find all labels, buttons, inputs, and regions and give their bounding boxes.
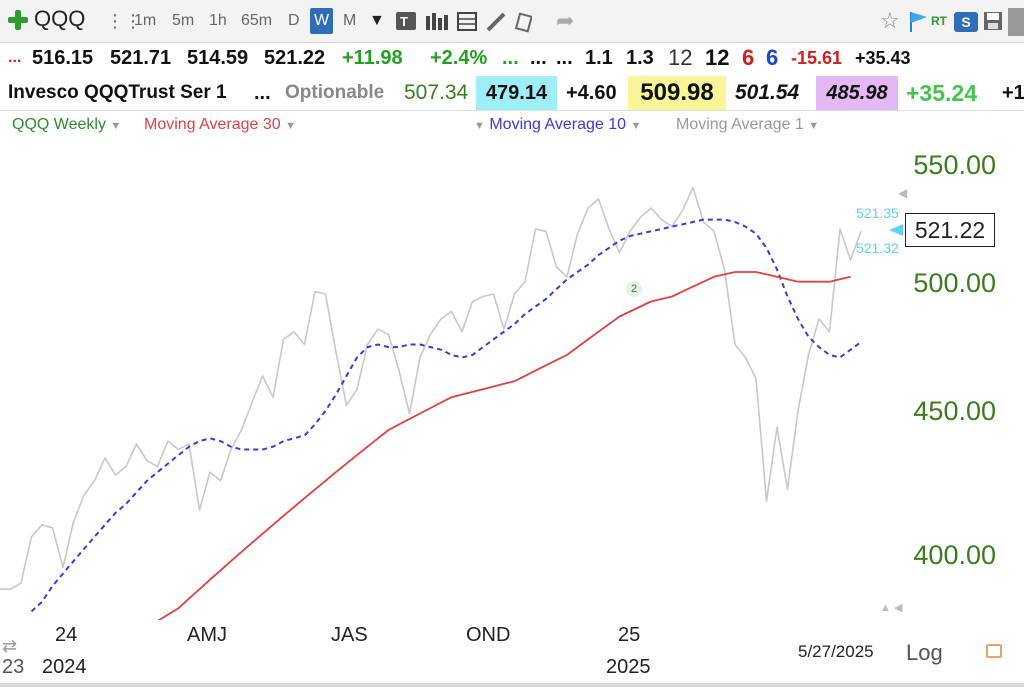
lock-icon[interactable]: [986, 644, 1002, 658]
price-pointer-icon: [889, 224, 903, 236]
x-label-25: 25: [618, 624, 641, 646]
interval-d[interactable]: D: [288, 12, 300, 29]
text-tool-icon: [396, 12, 416, 30]
stat-v8: +35.43: [855, 48, 911, 68]
info-ellipsis: ...: [254, 82, 271, 104]
scroll-arrows-icon[interactable]: ⇄: [2, 636, 18, 656]
svg-text:T: T: [400, 14, 408, 29]
info-f2: 479.14: [476, 76, 557, 110]
high-value: 521.71: [110, 47, 172, 69]
legend-ma30[interactable]: Moving Average 30 ▼: [144, 116, 297, 133]
ellipsis-1: ...: [502, 47, 519, 69]
series-line-ma10: [30, 218, 862, 613]
info-f6: 485.98: [816, 76, 898, 110]
interval-65m[interactable]: 65m: [241, 12, 273, 29]
legend-weekly[interactable]: QQQ Weekly ▼: [12, 116, 122, 133]
rt-badge[interactable]: RT: [931, 14, 947, 28]
legend-ma1[interactable]: Moving Average 1 ▼: [676, 116, 820, 133]
legend-ma10[interactable]: ▼ Moving Average 10 ▼: [474, 116, 642, 133]
info-f1: 507.34: [404, 81, 469, 104]
security-name: Invesco QQQTrust Ser 1: [8, 82, 227, 103]
stat-v4: 12: [705, 45, 730, 70]
info-f5: 501.54: [735, 81, 800, 104]
low-value: 514.59: [187, 47, 249, 69]
stat-v5: 6: [742, 45, 755, 70]
info-row: Invesco QQQTrust Ser 1 ... Optionable 50…: [0, 76, 1024, 111]
log-toggle[interactable]: Log: [906, 640, 943, 665]
series-line-price: [0, 186, 862, 591]
price-chart[interactable]: [0, 140, 905, 620]
interval-m[interactable]: M: [343, 12, 357, 29]
table-icon: [457, 12, 477, 31]
stat-v7: -15.61: [791, 48, 843, 68]
price-label-1: 521.35: [856, 205, 899, 221]
interval-1h[interactable]: 1h: [209, 12, 227, 29]
x-label-24: 24: [55, 624, 78, 646]
bars-icon: [426, 16, 430, 30]
quote-row: ... 516.15 521.71 514.59 521.22 +11.98 +…: [0, 42, 1024, 74]
y-tick-500: 500.00: [913, 268, 996, 298]
x-label-amj: AMJ: [187, 624, 227, 646]
change-value: +11.98: [342, 47, 403, 69]
save-icon[interactable]: [982, 10, 1004, 32]
close-value: 521.22: [264, 47, 326, 69]
x-label-jas: JAS: [331, 624, 368, 646]
interval-w[interactable]: W: [310, 8, 334, 34]
x-label-23: 23: [2, 656, 25, 678]
y-tick-550: 550.00: [913, 150, 996, 180]
symbol-field[interactable]: QQQ: [34, 6, 86, 31]
pencil-icon: [486, 12, 506, 32]
star-icon[interactable]: ☆: [880, 8, 900, 33]
info-f4: 509.98: [628, 76, 726, 110]
last-price-box: 521.22: [905, 213, 995, 247]
note-icon: [514, 12, 532, 33]
bottom-scrollbar[interactable]: [0, 683, 1024, 687]
ellipsis-2: ...: [530, 47, 547, 69]
x-label-2025: 2025: [606, 656, 651, 678]
grip-icon: ⋮⋮: [106, 11, 142, 31]
add-symbol-icon[interactable]: [8, 10, 28, 30]
y-tick-450: 450.00: [913, 396, 996, 426]
info-f3: +4.60: [566, 82, 617, 104]
scroll-handle[interactable]: [1008, 8, 1024, 36]
change-pct-value: +2.4%: [430, 47, 488, 69]
zoom-icon[interactable]: ▲ ◀: [880, 602, 903, 614]
series-line-ma30: [157, 271, 851, 620]
stat-v1: 1.1: [585, 47, 613, 69]
event-marker[interactable]: 2: [626, 281, 642, 297]
chevron-down-icon[interactable]: ▼: [369, 12, 385, 29]
stat-v3: 12: [668, 45, 693, 70]
share-icon[interactable]: ➦: [556, 8, 575, 33]
quote-ellipsis: ...: [8, 49, 22, 66]
y-tick-400: 400.00: [913, 540, 996, 570]
interval-1m[interactable]: 1m: [134, 12, 157, 29]
optionable-label: Optionable: [285, 82, 385, 103]
price-label-2: 521.32: [856, 240, 899, 256]
date-label: 5/27/2025: [798, 642, 874, 661]
info-f8: +1: [1002, 82, 1024, 104]
toolbar-icons: T: [396, 12, 532, 33]
x-label-2024: 2024: [42, 656, 87, 678]
toolbar: QQQ ⋮⋮ 1m 5m 1h 65m D W M ▼ T ➦ ☆ RT S: [0, 0, 1024, 43]
stat-v2: 1.3: [626, 47, 654, 69]
info-f7: +35.24: [906, 80, 977, 106]
interval-5m[interactable]: 5m: [172, 12, 195, 29]
scroll-up-icon[interactable]: ◀: [898, 186, 908, 200]
flag-icon[interactable]: [908, 10, 928, 32]
ellipsis-3: ...: [556, 47, 573, 69]
open-value: 516.15: [32, 47, 94, 69]
s-badge[interactable]: S: [954, 12, 978, 32]
x-label-ond: OND: [466, 624, 511, 646]
stat-v6: 6: [766, 45, 779, 70]
